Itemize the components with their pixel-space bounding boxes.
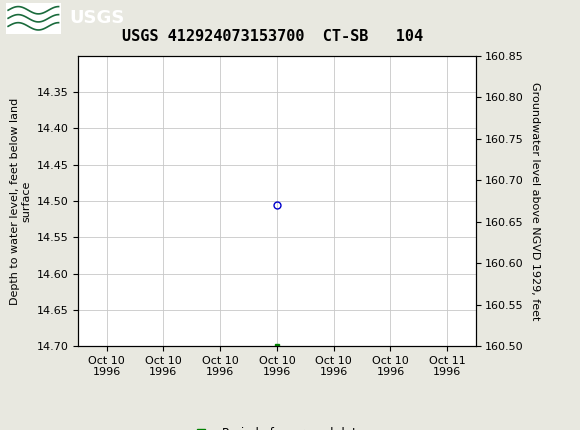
Bar [6,3,61,34]
Legend: Period of approved data: Period of approved data [184,422,369,430]
Y-axis label: Depth to water level, feet below land
surface: Depth to water level, feet below land su… [9,98,31,304]
Text: USGS 412924073153700  CT-SB   104: USGS 412924073153700 CT-SB 104 [122,29,423,44]
Text: USGS: USGS [70,9,125,27]
Y-axis label: Groundwater level above NGVD 1929, feet: Groundwater level above NGVD 1929, feet [530,82,539,320]
